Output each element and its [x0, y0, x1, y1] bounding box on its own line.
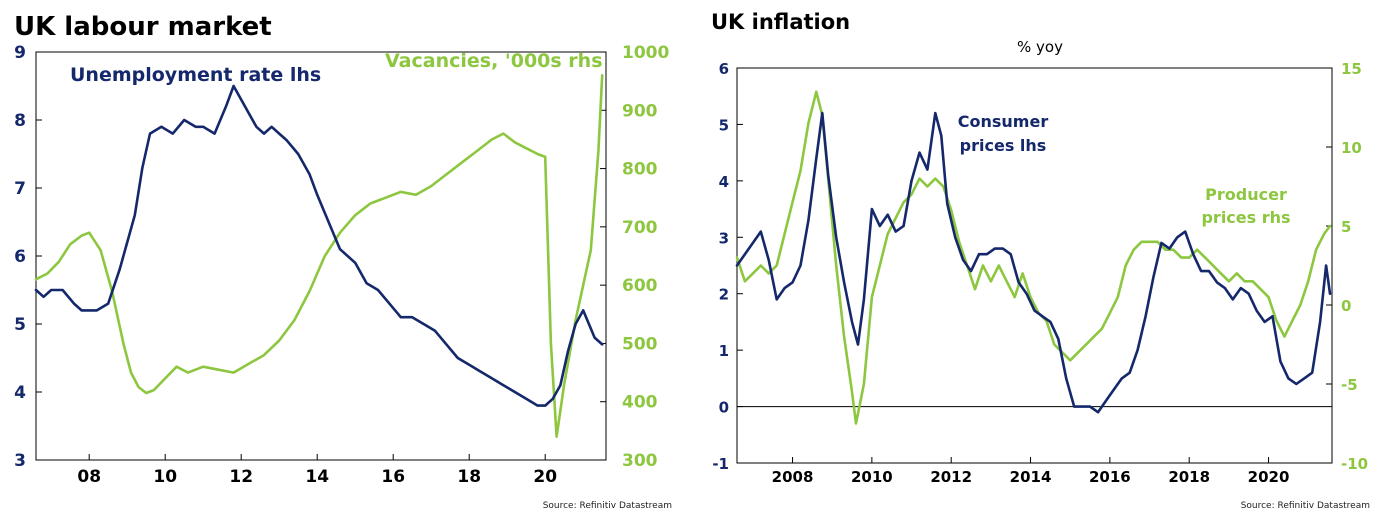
y-left-tick-label: 3 [14, 451, 26, 471]
chart-title: UK labour market [14, 12, 272, 42]
series-label-vacancies: Vacancies, '000s rhs [385, 50, 603, 72]
x-tick-label: 2016 [1089, 468, 1131, 486]
y-left-tick-label: 7 [14, 179, 26, 199]
y-right-tick-label: 500 [622, 334, 658, 354]
y-left-tick-label: 4 [719, 173, 729, 191]
x-tick-label: 12 [229, 467, 253, 487]
x-tick-label: 10 [153, 467, 177, 487]
x-tick-label: 2010 [851, 468, 893, 486]
y-left-tick-label: 1 [719, 342, 729, 360]
chart-subtitle: % yoy [1017, 38, 1063, 56]
y-left-tick-label: 0 [719, 399, 729, 417]
series-label-consumer-1: Consumer [958, 112, 1049, 131]
series-line-producer-prices-rhs [735, 90, 1332, 425]
series-line-consumer-prices-lhs [735, 111, 1332, 414]
series-lines [735, 90, 1332, 425]
y-left-tick-label: 6 [14, 247, 26, 267]
y-right-tick-label: 15 [1341, 60, 1362, 78]
series-label-consumer-2: prices lhs [960, 136, 1047, 155]
y-left-tick-label: 8 [14, 111, 26, 131]
y-right-tick-label: 600 [622, 276, 658, 296]
x-tick-label: 2018 [1168, 468, 1210, 486]
x-tick-label: 16 [381, 467, 405, 487]
inflation-chart: UK inflation % yoy -10123456-10-50510152… [711, 10, 1370, 511]
y-right-tick-label: 700 [622, 218, 658, 238]
chart-title: UK inflation [711, 10, 850, 34]
source-note: Source: Refinitiv Datastream [543, 501, 672, 511]
x-tick-label: 2012 [930, 468, 972, 486]
x-tick-label: 2008 [772, 468, 814, 486]
plot-frame [35, 51, 607, 461]
x-tick-label: 2020 [1248, 468, 1290, 486]
y-left-tick-label: 5 [14, 315, 26, 335]
x-tick-label: 18 [457, 467, 481, 487]
series-line-unemployment-rate-lhs [34, 84, 604, 407]
y-right-tick-label: -10 [1341, 455, 1368, 473]
y-right-tick-label: 5 [1341, 218, 1351, 236]
y-right-tick-label: 1000 [622, 43, 669, 63]
y-right-tick-label: 400 [622, 393, 658, 413]
series-label-producer-1: Producer [1205, 185, 1287, 204]
y-left-tick-label: 3 [719, 229, 729, 247]
y-right-tick-label: 300 [622, 451, 658, 471]
axis-ticks: 3 4 5 6 7 8 9 300 400 500 600 700 800 900 1000 08 10 12 14… [14, 43, 669, 487]
y-right-tick-label: 800 [622, 160, 658, 180]
y-right-tick-label: 900 [622, 101, 658, 121]
y-right-tick-label: 0 [1341, 297, 1351, 315]
x-tick-label: 2014 [1010, 468, 1052, 486]
series-label-unemployment: Unemployment rate lhs [70, 64, 321, 86]
series-lines [34, 74, 604, 439]
y-left-tick-label: 6 [719, 60, 729, 78]
y-left-tick-label: 9 [14, 43, 26, 63]
y-right-tick-label: -5 [1341, 376, 1358, 394]
labour-market-chart: UK labour market 3 4 5 6 7 8 9 300 400 500 600 700 8… [14, 12, 672, 511]
y-left-tick-label: 5 [719, 116, 729, 134]
y-left-tick-label: 4 [14, 383, 26, 403]
series-line-vacancies-000s-rhs [34, 74, 604, 439]
x-tick-label: 14 [305, 467, 329, 487]
source-note: Source: Refinitiv Datastream [1241, 501, 1370, 511]
y-left-tick-label: -1 [712, 455, 729, 473]
y-left-tick-label: 2 [719, 286, 729, 304]
x-tick-label: 08 [77, 467, 101, 487]
x-tick-label: 20 [533, 467, 557, 487]
y-right-tick-label: 10 [1341, 139, 1362, 157]
series-label-producer-2: prices rhs [1201, 208, 1290, 227]
